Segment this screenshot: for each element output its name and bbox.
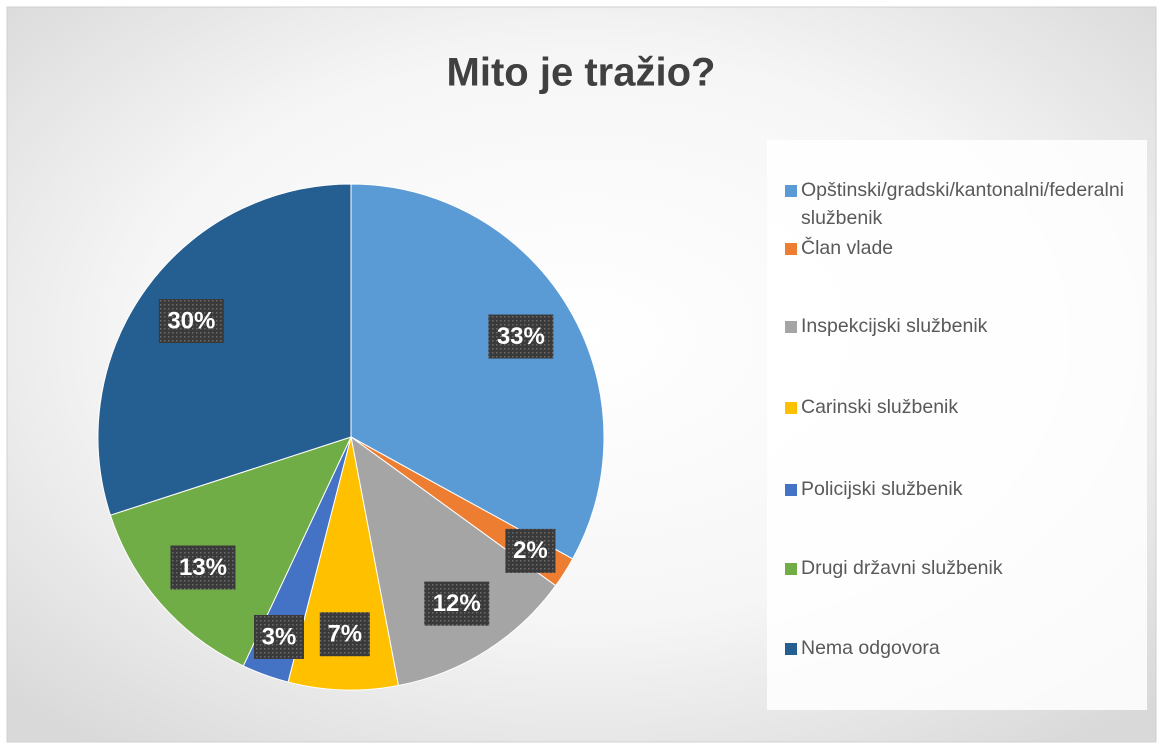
legend-item: Policijski službenik <box>785 475 1146 503</box>
legend-label: Carinski službenik <box>801 396 959 418</box>
legend-label: Član vlade <box>801 237 894 259</box>
legend-label: Nema odgovora <box>801 637 940 659</box>
chart-title: Mito je tražio? <box>447 51 716 95</box>
legend-swatch <box>785 243 797 255</box>
legend-item: Član vlade <box>785 234 1146 262</box>
legend-swatch <box>785 185 797 197</box>
pie-slice <box>350 435 557 687</box>
pie-slice <box>350 183 605 560</box>
data-label: 33% <box>497 323 545 350</box>
legend-item: Inspekcijski službenik <box>785 312 1146 340</box>
pie-slice <box>97 183 352 516</box>
data-label: 12% <box>433 590 481 617</box>
legend-item: Nema odgovora <box>785 634 1146 662</box>
data-label-box <box>158 299 224 344</box>
legend-swatch <box>785 563 797 575</box>
legend: Opštinski/gradski/kantonalni/federalni s… <box>767 140 1147 710</box>
legend-label: Policijski službenik <box>801 478 963 500</box>
legend-label: Drugi državni službenik <box>801 557 1003 579</box>
data-label: 7% <box>327 621 362 648</box>
data-label-box <box>488 314 554 359</box>
legend-item: Carinski službenik <box>785 393 1146 421</box>
legend-label: Inspekcijski službenik <box>801 315 988 337</box>
legend-swatch <box>785 321 797 333</box>
data-label-box <box>319 612 370 657</box>
data-label: 3% <box>262 623 297 650</box>
legend-label: Opštinski/gradski/kantonalni/federalni s… <box>801 179 1125 229</box>
legend-swatch <box>785 402 797 414</box>
pie-slice <box>287 436 399 691</box>
data-label: 13% <box>179 554 227 581</box>
data-label-box <box>505 528 556 573</box>
legend-item: Drugi državni službenik <box>785 554 1146 582</box>
data-label: 2% <box>513 537 548 564</box>
data-label-box <box>424 581 490 626</box>
data-label-box <box>170 545 236 590</box>
legend-swatch <box>785 484 797 496</box>
data-label: 30% <box>167 307 215 334</box>
legend-swatch <box>785 643 797 655</box>
legend-item: Opštinski/gradski/kantonalni/federalni s… <box>785 176 1146 232</box>
data-label-box <box>254 614 305 659</box>
